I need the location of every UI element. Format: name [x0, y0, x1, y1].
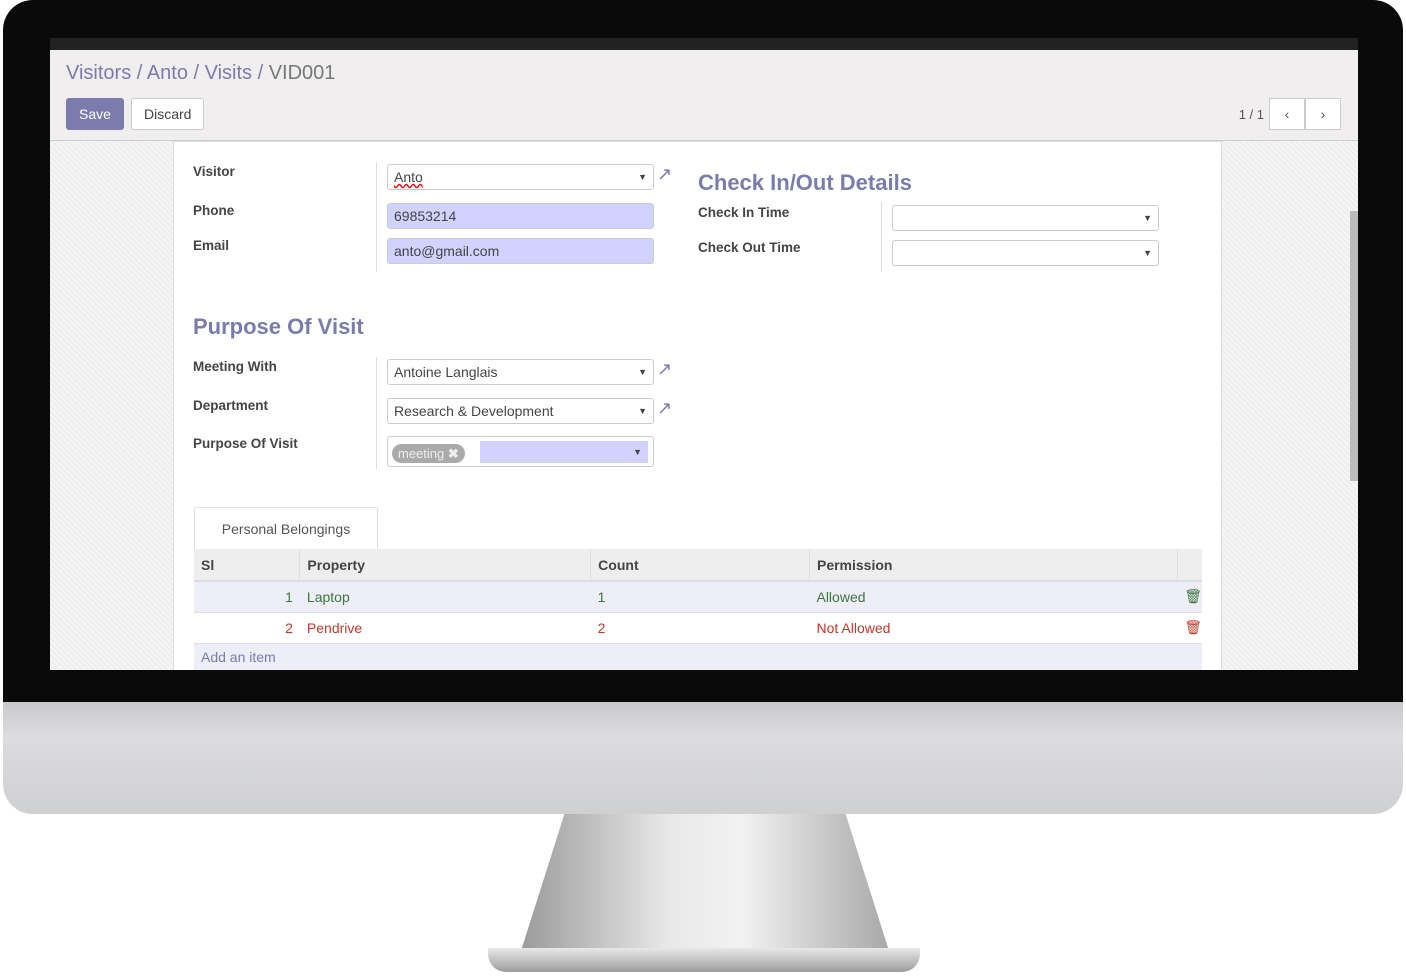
- visitor-field[interactable]: Anto ▼: [387, 164, 654, 190]
- breadcrumb-anto[interactable]: Anto: [146, 62, 188, 84]
- caret-down-icon: ▼: [638, 367, 647, 377]
- check-out-label: Check Out Time: [698, 240, 801, 255]
- phone-label: Phone: [193, 203, 235, 218]
- caret-down-icon: ▼: [1143, 248, 1152, 258]
- purpose-tag-label: meeting: [398, 446, 445, 461]
- visitor-value: Anto: [394, 169, 423, 185]
- screen: Visitors / Anto / Visits / VID001 Save D…: [50, 38, 1358, 670]
- external-link-icon[interactable]: ↗: [657, 359, 673, 379]
- chevron-right-icon[interactable]: ›: [1305, 98, 1341, 130]
- trash-icon[interactable]: 🗑: [1177, 581, 1202, 613]
- belongings-table: Sl Property Count Permission 1 Laptop 1 …: [194, 549, 1202, 670]
- purpose-title: Purpose Of Visit: [193, 314, 364, 339]
- caret-down-icon: ▼: [633, 447, 642, 457]
- check-in-label: Check In Time: [698, 205, 790, 220]
- tab-personal-belongings[interactable]: Personal Belongings: [194, 507, 378, 550]
- purpose-tag: meeting ✖: [392, 444, 465, 463]
- column-property[interactable]: Property: [299, 549, 592, 582]
- department-label: Department: [193, 398, 269, 413]
- check-out-field[interactable]: ▼: [892, 240, 1159, 266]
- breadcrumb-visits[interactable]: Visits: [204, 62, 253, 84]
- caret-down-icon: ▼: [638, 406, 647, 416]
- add-item-link[interactable]: Add an item: [194, 643, 1202, 670]
- checkio-title: Check In/Out Details: [698, 170, 912, 195]
- meeting-with-field[interactable]: Antoine Langlais ▼: [387, 359, 654, 385]
- form-sheet: Visitor Phone Email Anto ▼ ↗ 69853214 ant…: [173, 141, 1222, 670]
- table-row[interactable]: 2 Pendrive 2 Not Allowed 🗑: [194, 612, 1202, 644]
- email-label: Email: [193, 238, 230, 253]
- breadcrumb: Visitors / Anto / Visits / VID001: [66, 62, 336, 84]
- department-field[interactable]: Research & Development ▼: [387, 398, 654, 424]
- cell-property: Laptop: [299, 581, 591, 613]
- cell-property: Pendrive: [299, 612, 591, 644]
- caret-down-icon: ▼: [1143, 213, 1152, 223]
- meeting-with-label: Meeting With: [193, 359, 277, 374]
- purpose-label: Purpose Of Visit: [193, 436, 298, 451]
- chevron-left-icon[interactable]: ‹: [1269, 98, 1305, 130]
- purpose-field[interactable]: meeting ✖ ▼: [387, 436, 654, 467]
- meeting-with-value: Antoine Langlais: [394, 364, 498, 380]
- cell-count: 2: [590, 612, 810, 644]
- cell-sl: 2: [194, 612, 300, 644]
- external-link-icon[interactable]: ↗: [657, 398, 673, 418]
- visitor-label: Visitor: [193, 164, 235, 179]
- email-field[interactable]: anto@gmail.com: [387, 238, 654, 264]
- save-button[interactable]: Save: [66, 98, 124, 130]
- remove-tag-icon[interactable]: ✖: [447, 446, 459, 461]
- control-panel: Visitors / Anto / Visits / VID001 Save D…: [50, 50, 1358, 141]
- pager-value: 1 / 1: [1238, 107, 1264, 122]
- column-sl[interactable]: Sl: [194, 549, 301, 582]
- top-navbar: [50, 38, 1358, 50]
- breadcrumb-current: VID001: [268, 62, 336, 84]
- form-content: Visitor Phone Email Anto ▼ ↗ 69853214 ant…: [50, 141, 1358, 670]
- cell-sl: 1: [194, 581, 300, 613]
- monitor-base: [488, 948, 920, 972]
- caret-down-icon: ▼: [638, 172, 647, 182]
- column-permission[interactable]: Permission: [809, 549, 1178, 582]
- department-value: Research & Development: [394, 403, 554, 419]
- column-count[interactable]: Count: [590, 549, 810, 582]
- external-link-icon[interactable]: ↗: [657, 164, 673, 184]
- purpose-input[interactable]: ▼: [480, 441, 648, 463]
- cell-count: 1: [590, 581, 810, 613]
- discard-button[interactable]: Discard: [131, 98, 205, 130]
- breadcrumb-visitors[interactable]: Visitors: [66, 62, 132, 84]
- table-row[interactable]: 1 Laptop 1 Allowed 🗑: [194, 581, 1202, 613]
- scrollbar[interactable]: [1350, 211, 1358, 481]
- trash-icon[interactable]: 🗑: [1177, 612, 1202, 644]
- cell-permission: Not Allowed: [809, 612, 1178, 644]
- check-in-field[interactable]: ▼: [892, 205, 1159, 231]
- monitor-chin: [3, 702, 1403, 814]
- cell-permission: Allowed: [809, 581, 1178, 613]
- monitor-stand: [520, 814, 890, 954]
- phone-field[interactable]: 69853214: [387, 203, 654, 229]
